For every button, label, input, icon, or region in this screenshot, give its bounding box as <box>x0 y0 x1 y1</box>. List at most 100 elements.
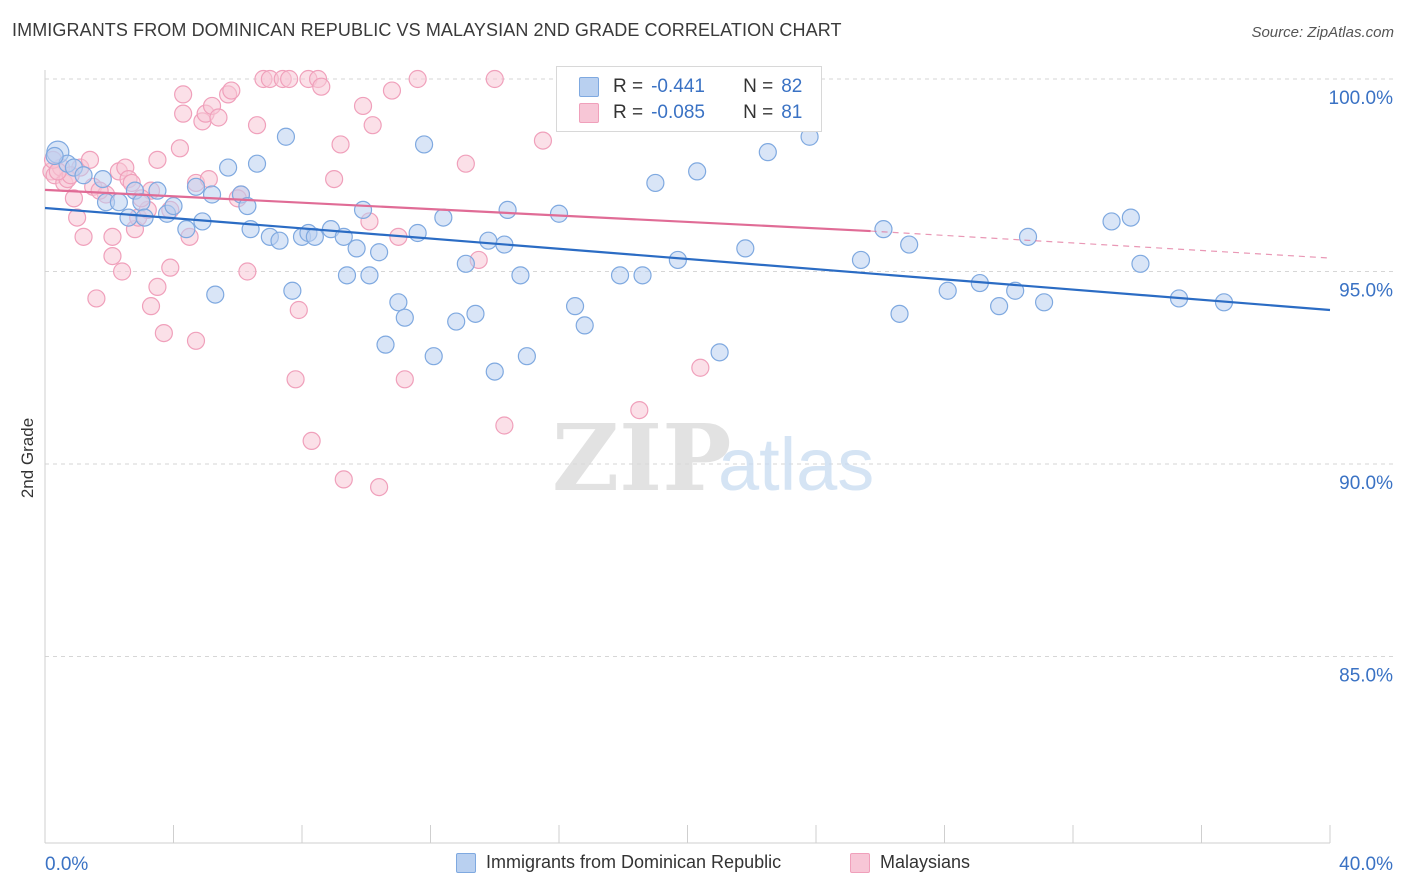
x-tick-label: 0.0% <box>45 854 88 875</box>
trend-line-malaysian-extension <box>870 230 1331 259</box>
n-value: 81 <box>781 102 803 123</box>
r-value: -0.085 <box>651 102 705 123</box>
watermark-zip: ZIP <box>552 404 731 512</box>
legend-swatch-dominican <box>579 77 599 97</box>
y-tick-label: 85.0% <box>1339 666 1393 687</box>
point-dominican <box>485 362 504 381</box>
point-dominican <box>851 250 871 270</box>
point-dominican <box>238 196 257 216</box>
point-malaysian <box>331 135 350 154</box>
point-malaysian <box>87 289 106 308</box>
legend-label-malaysians: Malaysians <box>880 852 971 872</box>
point-malaysian <box>174 104 193 123</box>
stats-legend-row-malaysians: R = -0.085 N = 81 <box>579 101 802 125</box>
point-malaysian <box>286 370 305 389</box>
point-dominican <box>283 281 302 300</box>
point-dominican <box>389 293 408 312</box>
point-dominican <box>1121 208 1140 227</box>
point-dominican <box>247 154 267 173</box>
r-value: -0.441 <box>651 76 705 97</box>
point-malaysian <box>353 96 373 116</box>
point-dominican <box>132 193 151 212</box>
point-dominican <box>479 231 498 250</box>
point-dominican <box>633 266 652 285</box>
point-malaysian <box>222 81 241 100</box>
legend-label-dominican: Immigrants from Dominican Republic <box>486 852 782 872</box>
point-malaysian <box>209 108 228 127</box>
point-dominican <box>511 266 530 285</box>
point-dominican <box>938 281 957 300</box>
point-malaysian <box>533 131 553 150</box>
point-dominican <box>646 173 665 193</box>
point-malaysian <box>154 324 173 343</box>
point-malaysian <box>186 331 206 350</box>
legend-item-malaysians[interactable]: Malaysians <box>850 852 970 873</box>
point-dominican <box>890 304 909 323</box>
point-dominican <box>736 239 755 258</box>
point-dominican <box>1034 293 1054 312</box>
point-dominican <box>424 347 443 366</box>
point-malaysian <box>238 262 257 281</box>
point-malaysian <box>325 170 344 189</box>
point-dominican <box>447 312 466 331</box>
point-dominican <box>549 204 569 223</box>
point-dominican <box>1131 254 1150 273</box>
point-malaysian <box>141 297 161 316</box>
point-dominican <box>276 127 296 146</box>
point-malaysian <box>408 69 427 89</box>
point-dominican <box>900 235 919 254</box>
point-malaysian <box>280 69 299 89</box>
trend-line-dominican <box>44 206 1331 312</box>
point-malaysian <box>148 277 167 296</box>
point-malaysian <box>691 358 710 377</box>
point-dominican <box>74 166 93 185</box>
point-dominican <box>1102 212 1121 231</box>
y-tick-labels: 100.0% 95.0% 90.0% 85.0% <box>1329 88 1394 687</box>
point-dominican <box>119 208 138 227</box>
point-dominican <box>164 196 183 216</box>
point-dominican <box>610 266 630 285</box>
point-malaysian <box>74 227 93 246</box>
legend-swatch-malaysians <box>579 103 599 123</box>
point-malaysian <box>395 370 414 389</box>
point-dominican <box>337 266 357 285</box>
y-tick-label: 90.0% <box>1339 473 1393 494</box>
chart-title: IMMIGRANTS FROM DOMINICAN REPUBLIC VS MA… <box>12 20 842 40</box>
point-dominican <box>177 220 196 239</box>
point-dominican <box>456 254 475 273</box>
y-tick-label: 100.0% <box>1329 88 1394 109</box>
point-dominican <box>219 158 238 177</box>
point-dominican <box>347 239 366 258</box>
point-dominican <box>376 335 395 354</box>
point-malaysian <box>170 139 190 158</box>
trend-lines <box>44 188 1331 312</box>
n-label: N = <box>743 102 774 123</box>
point-dominican <box>668 250 687 270</box>
point-malaysian <box>103 227 122 246</box>
series-legend: Immigrants from Dominican Republic Malay… <box>0 852 1406 876</box>
point-malaysian <box>247 116 267 135</box>
watermark-atlas: atlas <box>718 423 874 506</box>
legend-swatch-dominican <box>456 852 476 873</box>
point-dominican <box>135 208 154 227</box>
point-dominican <box>1018 227 1038 246</box>
point-dominican <box>575 316 594 335</box>
point-dominican <box>874 220 893 239</box>
point-dominican <box>414 135 434 154</box>
point-malaysian <box>382 81 402 100</box>
stats-legend: R = -0.441 N = 82 R = -0.085 N = 81 <box>556 66 822 132</box>
point-malaysian <box>495 416 514 435</box>
point-malaysian <box>370 478 389 497</box>
point-malaysian <box>103 247 122 266</box>
n-label: N = <box>743 76 774 97</box>
point-malaysian <box>68 208 87 227</box>
point-dominican <box>206 285 225 304</box>
source-label: Source: ZipAtlas.com <box>1251 24 1394 41</box>
point-dominican <box>990 297 1009 316</box>
point-malaysian <box>485 69 504 89</box>
legend-item-dominican[interactable]: Immigrants from Dominican Republic <box>456 852 781 873</box>
point-dominican <box>109 193 128 212</box>
point-dominican <box>498 200 517 219</box>
